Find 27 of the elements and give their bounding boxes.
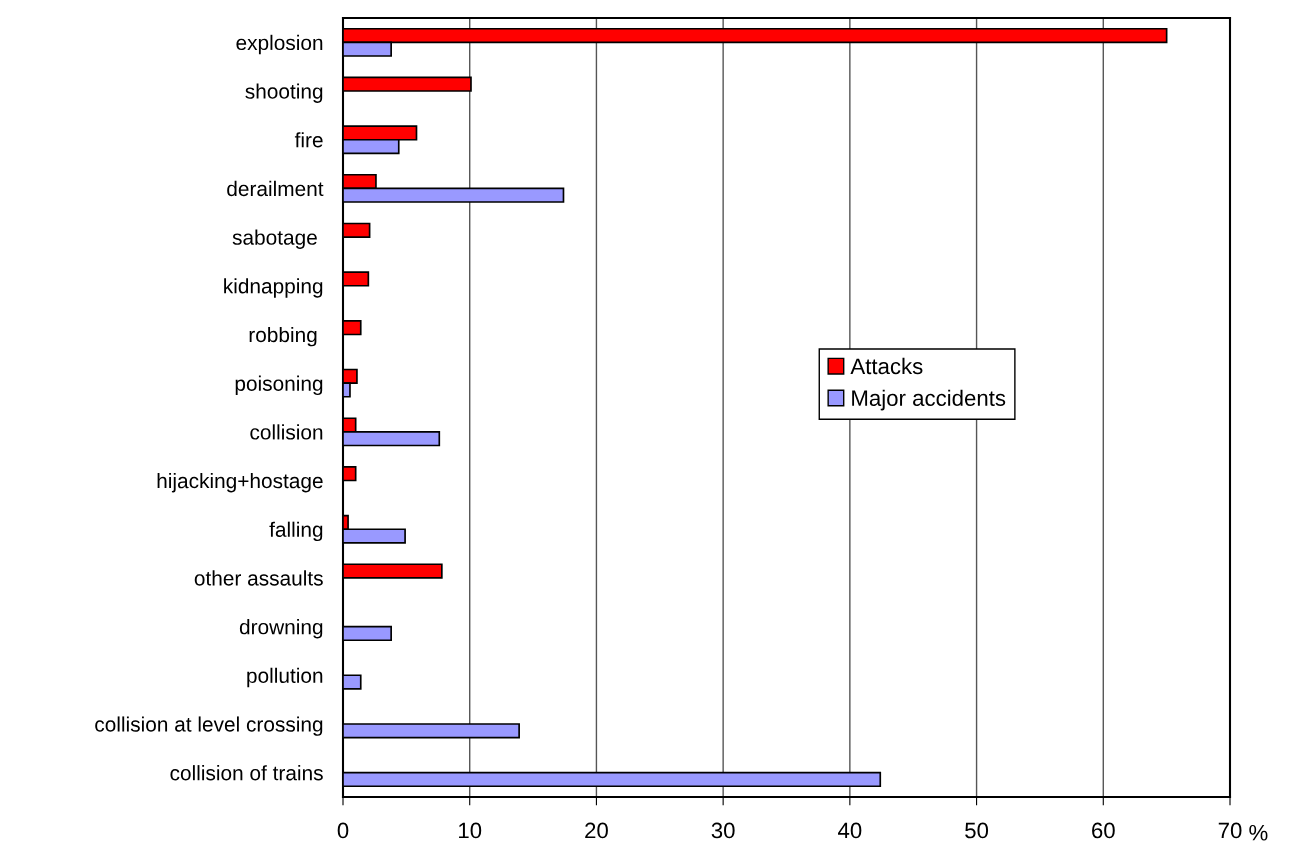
y-tick-label: falling <box>269 521 323 542</box>
y-tick-label: fire <box>294 132 323 148</box>
x-tick-label: 30 <box>711 822 735 839</box>
y-tick-label: other assaults <box>194 570 323 586</box>
x-tick-label: 20 <box>585 822 608 839</box>
y-tick-label: drowning <box>239 619 323 639</box>
x-tick-label: 50 <box>965 822 989 839</box>
legend-label: Attacks <box>850 357 923 375</box>
x-tick-label: 0 <box>337 822 349 839</box>
y-tick-label: sabotage <box>232 229 317 249</box>
y-tick-label: hijacking+hostage <box>157 472 323 493</box>
y-tick-label: derailment <box>227 180 324 197</box>
y-tick-label: shooting <box>245 83 323 103</box>
x-tick-label: 10 <box>459 822 482 839</box>
y-tick-label: kidnapping <box>224 278 323 298</box>
y-tick-label: pollution <box>247 667 323 688</box>
x-tick-label: 60 <box>1092 822 1115 839</box>
x-axis-title: % <box>1249 824 1268 841</box>
y-tick-label: poisoning <box>235 375 323 396</box>
y-tick-label: robbing <box>249 326 317 347</box>
x-tick-label: 70 <box>1218 822 1242 839</box>
x-tick-label: 40 <box>838 822 862 839</box>
y-tick-label: collision <box>250 424 323 440</box>
y-tick-label: collision of trains <box>170 765 323 781</box>
legend-label: Major accidents <box>852 389 1006 411</box>
y-tick-label: collision at level crossing <box>95 716 323 736</box>
y-tick-label: explosion <box>236 34 323 55</box>
